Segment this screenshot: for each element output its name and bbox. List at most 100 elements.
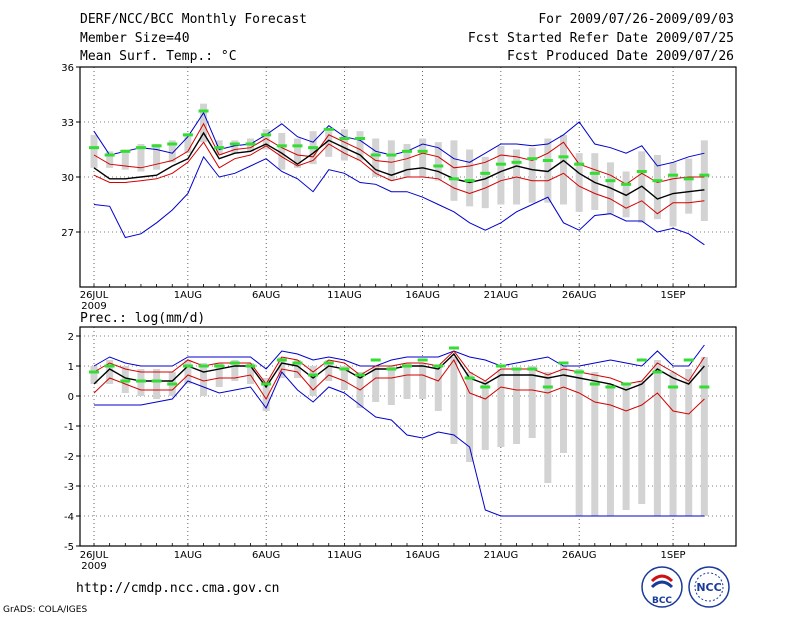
observed-marker (417, 358, 428, 362)
y-tick-label: 33 (61, 118, 74, 129)
x-tick-label: 6AUG (252, 290, 280, 301)
spread-box (481, 381, 489, 450)
spread-box (700, 140, 708, 221)
observed-marker (558, 361, 569, 365)
spread-box (106, 360, 114, 384)
observed-marker (276, 144, 287, 148)
x-tick-label: 11AUG (327, 550, 362, 561)
spread-box (638, 151, 646, 223)
series-mean-line (93, 352, 705, 391)
series-mean-line (93, 131, 705, 200)
spread-box (638, 381, 646, 504)
ncc-logo: NCC (688, 566, 730, 608)
spread-box (121, 149, 129, 170)
observed-marker (636, 170, 647, 173)
y-tick-label: -5 (64, 542, 74, 553)
observed-marker (621, 382, 632, 386)
spread-box (528, 147, 536, 203)
x-tick-label: 26AUG (562, 550, 597, 561)
observed-marker (245, 364, 256, 368)
observed-marker (89, 370, 99, 374)
spread-box (450, 357, 458, 444)
observed-marker (292, 144, 303, 148)
spread-box (325, 360, 333, 381)
spread-box (497, 369, 505, 447)
observed-marker (120, 149, 131, 153)
spread-box (372, 366, 380, 402)
observed-marker (292, 361, 303, 365)
x-tick-label: 1AUG (174, 290, 202, 301)
y-tick-label: 27 (61, 228, 74, 239)
fcst-produced-date: Fcst Produced Date 2009/07/26 (507, 49, 734, 64)
spread-box (200, 363, 208, 396)
y-tick-label: -1 (64, 422, 74, 433)
x-tick-label: 6AUG (252, 550, 280, 561)
y-tick-label: -3 (64, 482, 74, 493)
observed-marker (245, 142, 256, 146)
observed-marker (167, 142, 178, 146)
y-tick-label: 36 (61, 63, 74, 74)
fcst-started-date: Fcst Started Refer Date 2009/07/25 (467, 31, 734, 46)
observed-marker (542, 159, 553, 162)
spread-box (90, 134, 98, 168)
observed-marker (683, 358, 694, 362)
observed-marker (558, 155, 569, 159)
observed-marker (589, 171, 600, 175)
observed-marker (182, 133, 193, 137)
spread-box (419, 138, 427, 177)
observed-marker (464, 376, 475, 380)
observed-marker (433, 164, 444, 168)
observed-marker (229, 142, 240, 146)
series-max-line (93, 344, 705, 370)
spread-box (606, 384, 614, 516)
spread-box (653, 360, 661, 516)
series-q1-line (93, 359, 705, 415)
spread-box (513, 369, 521, 444)
spread-box (403, 363, 411, 399)
forecast-title: DERF/NCC/BCC Monthly Forecast (80, 12, 307, 27)
ncc-logo-text: NCC (696, 581, 721, 594)
observed-marker (652, 179, 663, 183)
source-url[interactable]: http://cmdp.ncc.cma.gov.cn (76, 581, 280, 596)
observed-marker (699, 173, 710, 177)
observed-marker (355, 373, 366, 377)
observed-marker (448, 346, 459, 350)
x-tick-label: 16AUG (405, 550, 440, 561)
observed-marker (276, 358, 287, 362)
observed-marker (386, 367, 397, 371)
spread-box (278, 357, 286, 378)
observed-marker (151, 379, 162, 383)
spread-box (434, 366, 442, 411)
observed-marker (198, 364, 209, 368)
spread-box (560, 366, 567, 453)
observed-marker (480, 385, 491, 389)
observed-marker (104, 153, 115, 157)
spread-box (106, 151, 114, 168)
spread-box (560, 134, 567, 205)
spread-box (247, 363, 254, 384)
y-tick-label: 1 (68, 362, 74, 373)
spread-box (575, 153, 583, 212)
observed-marker (495, 364, 506, 368)
spread-box (497, 145, 505, 205)
observed-marker (636, 358, 647, 362)
observed-marker (323, 127, 334, 131)
spread-box (278, 133, 286, 170)
observed-marker (339, 367, 350, 371)
spread-box (685, 158, 693, 214)
spread-box (184, 360, 192, 384)
observed-marker (683, 177, 694, 181)
observed-marker (605, 179, 616, 183)
spread-box (231, 360, 239, 381)
x-tick-label: 26AUG (562, 290, 597, 301)
x-tick-label: 1SEP (661, 550, 686, 561)
x-tick-label: 1SEP (661, 290, 686, 301)
spread-box (262, 129, 270, 150)
observed-marker (542, 385, 553, 389)
observed-marker (261, 133, 272, 137)
observed-marker (370, 153, 381, 157)
forecast-period: For 2009/07/26-2009/09/03 (538, 12, 734, 27)
